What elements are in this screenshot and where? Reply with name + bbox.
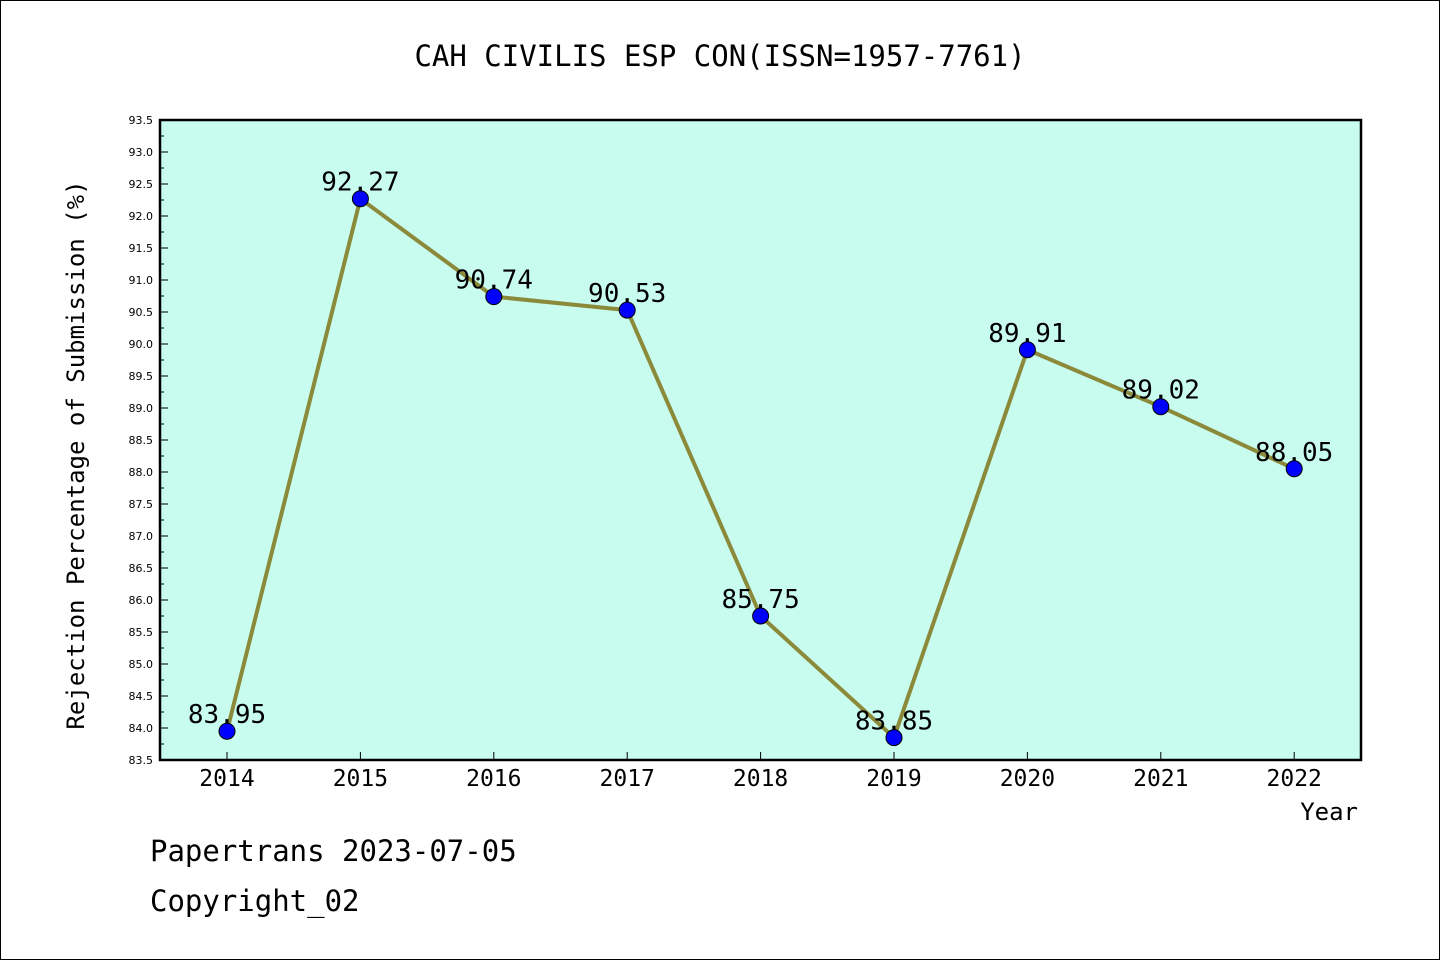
y-tick-label: 89.0 bbox=[129, 402, 154, 415]
data-label: 89.91 bbox=[988, 319, 1066, 349]
y-tick-label: 83.5 bbox=[129, 754, 154, 767]
y-tick-label: 89.5 bbox=[129, 370, 154, 383]
chart-title: CAH CIVILIS ESP CON(ISSN=1957-7761) bbox=[414, 39, 1025, 73]
data-point bbox=[885, 729, 903, 747]
data-markers bbox=[218, 190, 1303, 747]
x-tick-label: 2014 bbox=[199, 766, 254, 792]
y-tick-label: 86.0 bbox=[129, 594, 154, 607]
y-tick-label: 93.0 bbox=[129, 146, 154, 159]
data-labels: 83.95 92.27 90.74 90.53 85.75 83.85 89.91 89.02… bbox=[188, 168, 1333, 737]
x-tick-label: 2021 bbox=[1133, 766, 1188, 792]
y-tick-label: 84.5 bbox=[129, 690, 154, 703]
y-tick-label: 92.0 bbox=[129, 210, 154, 223]
x-tick-label: 2015 bbox=[333, 766, 388, 792]
data-label: 83.85 bbox=[855, 707, 933, 737]
y-tick-label: 85.0 bbox=[129, 658, 154, 671]
x-tick-label: 2020 bbox=[1000, 766, 1055, 792]
data-label: 89.02 bbox=[1122, 376, 1200, 406]
x-axis-label: Year bbox=[1300, 798, 1358, 826]
data-label: 90.74 bbox=[455, 266, 533, 296]
x-tick-label: 2022 bbox=[1267, 766, 1322, 792]
data-point bbox=[1152, 398, 1170, 416]
data-label: 83.95 bbox=[188, 700, 266, 730]
data-label: 92.27 bbox=[321, 168, 399, 198]
y-tick-label: 90.0 bbox=[129, 338, 154, 351]
y-tick-label: 91.5 bbox=[129, 242, 154, 255]
y-tick-label: 87.0 bbox=[129, 530, 154, 543]
data-point bbox=[1285, 460, 1303, 478]
footer-copyright: Copyright_02 bbox=[150, 884, 360, 918]
y-tick-label: 85.5 bbox=[129, 626, 154, 639]
y-tick-label: 90.5 bbox=[129, 306, 154, 319]
plot-border bbox=[158, 118, 1363, 762]
data-point bbox=[752, 607, 770, 625]
data-point bbox=[485, 288, 503, 306]
x-tick-label: 2019 bbox=[866, 766, 921, 792]
data-point bbox=[618, 301, 636, 319]
plot-area bbox=[160, 120, 1361, 760]
data-point bbox=[218, 722, 236, 740]
y-tick-label: 93.5 bbox=[129, 114, 154, 127]
y-axis-ticks: 83.5 84.0 84.5 85.0 85.5 86.0 86.5 87.0 87.5 88.0… bbox=[129, 114, 168, 767]
y-axis-label: Rejection Percentage of Submission (%) bbox=[62, 180, 90, 729]
data-label: 85.75 bbox=[721, 585, 799, 615]
data-point bbox=[1018, 341, 1036, 359]
data-point bbox=[351, 190, 369, 208]
y-tick-label: 88.5 bbox=[129, 434, 154, 447]
x-axis-ticks: 2014 2015 2016 2017 2018 2019 2020 2021 2022 bbox=[199, 752, 1322, 792]
y-tick-label: 92.5 bbox=[129, 178, 154, 191]
footer-date: Papertrans 2023-07-05 bbox=[150, 834, 517, 868]
x-tick-label: 2018 bbox=[733, 766, 788, 792]
data-label: 88.05 bbox=[1255, 438, 1333, 468]
y-tick-label: 88.0 bbox=[129, 466, 154, 479]
y-tick-label: 84.0 bbox=[129, 722, 154, 735]
x-tick-label: 2017 bbox=[600, 766, 655, 792]
x-tick-label: 2016 bbox=[466, 766, 521, 792]
y-tick-label: 86.5 bbox=[129, 562, 154, 575]
y-tick-label: 91.0 bbox=[129, 274, 154, 287]
y-tick-label: 87.5 bbox=[129, 498, 154, 511]
data-label: 90.53 bbox=[588, 279, 666, 309]
